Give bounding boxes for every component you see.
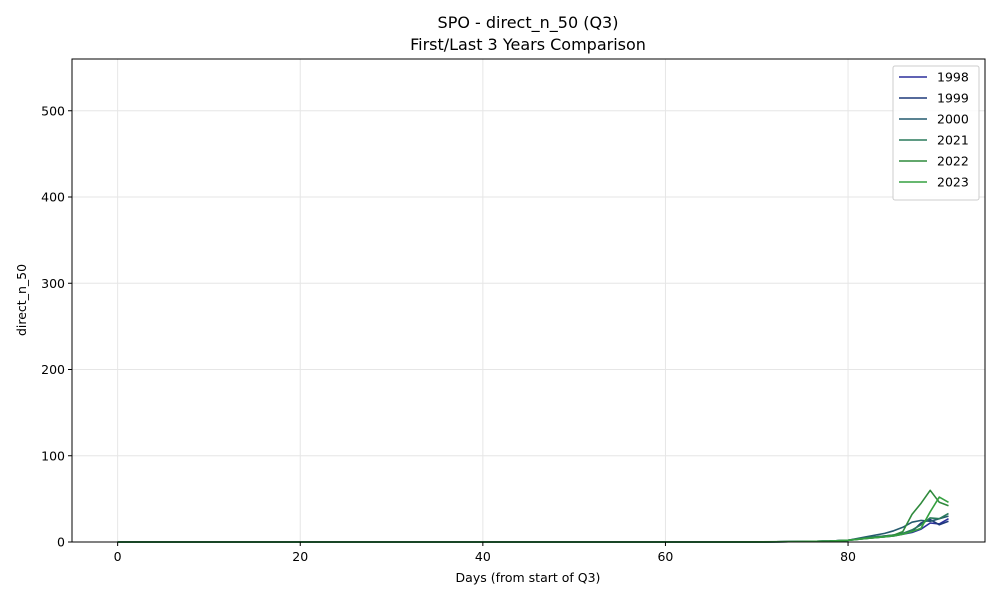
series-line-2023 xyxy=(117,496,949,543)
y-tick-label: 500 xyxy=(41,103,65,118)
y-tick-label: 400 xyxy=(41,190,65,205)
x-axis-ticks: 0 20 40 60 80 xyxy=(114,542,856,564)
y-tick-label: 300 xyxy=(41,276,65,291)
x-tick-label: 0 xyxy=(114,549,122,564)
plot-frame xyxy=(71,58,986,543)
series-line-1998 xyxy=(117,518,949,543)
y-axis-label: direct_n_50 xyxy=(14,264,29,336)
x-tick-label: 80 xyxy=(840,549,856,564)
series-line-2021 xyxy=(117,512,949,543)
legend-label-1999: 1999 xyxy=(937,91,969,106)
legend-box xyxy=(892,65,980,201)
legend-label-2022: 2022 xyxy=(937,154,969,169)
legend-label-1998: 1998 xyxy=(937,70,969,85)
x-axis-label: Days (from start of Q3) xyxy=(456,570,601,585)
chart-title-group: SPO - direct_n_50 (Q3) First/Last 3 Year… xyxy=(410,13,646,54)
series-line-2022 xyxy=(117,489,949,543)
series-line-2000 xyxy=(117,515,949,543)
y-tick-label: 0 xyxy=(57,535,65,550)
legend-label-2000: 2000 xyxy=(937,112,969,127)
legend-label-2021: 2021 xyxy=(937,133,969,148)
chart-title: SPO - direct_n_50 (Q3) xyxy=(438,13,619,33)
x-tick-label: 60 xyxy=(657,549,673,564)
grid xyxy=(72,59,985,543)
y-tick-label: 100 xyxy=(41,448,65,463)
chart-subtitle: First/Last 3 Years Comparison xyxy=(410,35,646,54)
series-lines xyxy=(117,489,949,543)
y-axis-ticks: 0 100 200 300 400 500 xyxy=(41,103,72,550)
series-line-1999 xyxy=(117,518,949,543)
x-tick-label: 20 xyxy=(292,549,308,564)
y-tick-label: 200 xyxy=(41,362,65,377)
legend: 1998 1999 2000 2021 2022 2023 xyxy=(892,65,980,201)
x-tick-label: 40 xyxy=(475,549,491,564)
legend-label-2023: 2023 xyxy=(937,175,969,190)
